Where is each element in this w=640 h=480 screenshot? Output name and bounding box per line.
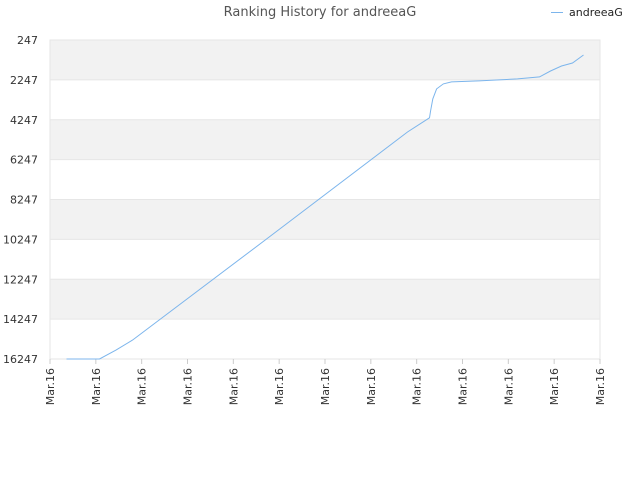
x-axis: Mar.16 Mar.16 Mar.16 Mar.16 Mar.16 Mar.16 Mar.… bbox=[44, 359, 607, 405]
legend-line-icon bbox=[551, 12, 563, 13]
plot-band bbox=[50, 119, 600, 160]
x-tick-label: Mar.16 bbox=[411, 368, 424, 405]
series-line-andreeaG[interactable] bbox=[66, 54, 584, 360]
legend[interactable]: andreeaG bbox=[551, 6, 623, 19]
y-tick-label: 8247 bbox=[10, 194, 38, 207]
x-tick-label: Mar.16 bbox=[502, 368, 515, 405]
y-tick-label: 2247 bbox=[10, 74, 38, 87]
chart-title: Ranking History for andreeaG bbox=[223, 5, 417, 20]
y-tick-label: 4247 bbox=[10, 114, 38, 127]
y-tick-label: 12247 bbox=[3, 273, 38, 286]
x-tick-label: Mar.16 bbox=[227, 368, 240, 405]
y-tick-label: 10247 bbox=[3, 233, 38, 246]
y-axis: 247 2247 4247 6247 8247 10247 12247 14247 16247 bbox=[3, 34, 38, 366]
y-tick-label: 247 bbox=[17, 34, 38, 47]
x-tick-label: Mar.16 bbox=[365, 368, 378, 405]
x-tick-label: Mar.16 bbox=[44, 368, 57, 405]
x-tick-label: Mar.16 bbox=[457, 368, 470, 405]
x-tick-label: Mar.16 bbox=[136, 368, 149, 405]
x-tick-label: Mar.16 bbox=[182, 368, 195, 405]
y-tick-label: 16247 bbox=[3, 353, 38, 366]
plot-band bbox=[50, 199, 600, 240]
plot-band bbox=[50, 279, 600, 320]
x-tick-label: Mar.16 bbox=[548, 368, 561, 405]
y-tick-label: 14247 bbox=[3, 313, 38, 326]
x-tick-label: Mar.16 bbox=[594, 368, 607, 405]
plot-band bbox=[50, 40, 600, 80]
x-tick-label: Mar.16 bbox=[319, 368, 332, 405]
series-group bbox=[66, 54, 584, 360]
legend-label: andreeaG bbox=[569, 6, 623, 19]
x-tick-label: Mar.16 bbox=[273, 368, 286, 405]
plot-bands bbox=[50, 40, 600, 320]
x-tick-label: Mar.16 bbox=[90, 368, 103, 405]
y-tick-label: 6247 bbox=[10, 154, 38, 167]
